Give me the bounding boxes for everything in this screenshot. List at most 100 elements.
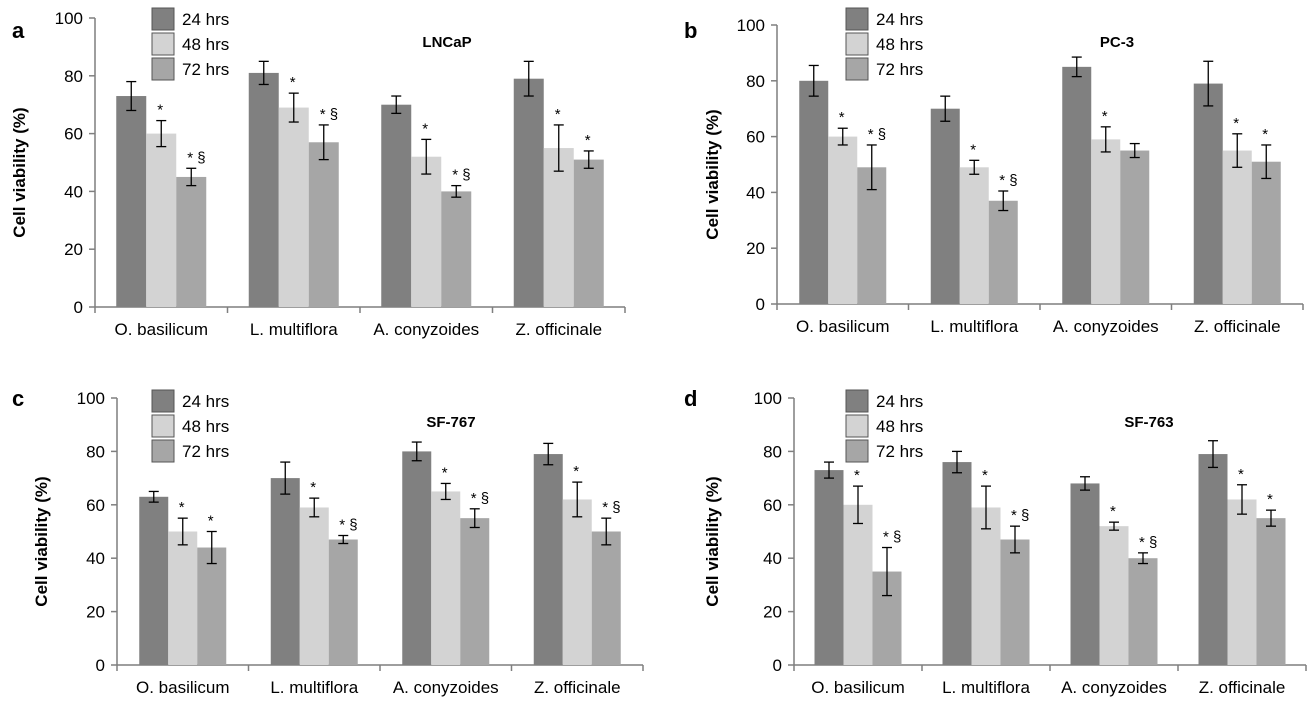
legend-swatch	[845, 7, 869, 31]
bar	[828, 136, 858, 304]
legend-label: 48 hrs	[876, 35, 923, 54]
panel-c: 0 20 40 60 80 100 Cell viability (%) c SF-767 * * O…	[12, 386, 644, 697]
legend-swatch	[151, 439, 175, 463]
bar	[1251, 161, 1281, 304]
x-tick-label: Z. officinale	[534, 678, 621, 697]
significance-label: *	[1238, 466, 1244, 483]
y-tick-label: 40	[64, 182, 83, 201]
chart-title: SF-763	[1124, 414, 1173, 431]
significance-label: *	[982, 467, 988, 484]
y-tick-label: 20	[86, 603, 105, 622]
y-tick-label: 80	[763, 442, 782, 461]
x-tick-label: A. conyzoides	[393, 678, 499, 697]
bar	[988, 200, 1018, 304]
significance-label: *	[555, 106, 561, 123]
legend-label: 72 hrs	[876, 60, 923, 79]
x-tick-label: O. basilicum	[114, 320, 208, 339]
y-tick-label: 40	[763, 549, 782, 568]
bar	[146, 133, 177, 307]
legend-swatch	[151, 414, 175, 438]
legend-label: 24 hrs	[876, 10, 923, 29]
bar	[299, 507, 329, 665]
bar	[843, 504, 873, 665]
bar	[799, 80, 829, 304]
x-tick-label: O. basilicum	[136, 678, 230, 697]
significance-label: *	[1233, 115, 1239, 132]
x-tick-label: O. basilicum	[811, 678, 905, 697]
bar	[959, 167, 989, 304]
x-tick-label: A. conyzoides	[1061, 678, 1167, 697]
bar	[278, 107, 309, 307]
bar	[328, 539, 358, 665]
panel-b: 0 20 40 60 80 100 Cell viability (%) b PC-3 * * § O…	[684, 7, 1304, 336]
y-tick-label: 0	[756, 295, 765, 314]
legend-label: 48 hrs	[182, 417, 229, 436]
legend-swatch	[845, 57, 869, 81]
significance-label: * §	[471, 490, 489, 507]
bar	[1120, 150, 1150, 304]
legend-label: 48 hrs	[876, 417, 923, 436]
bar	[402, 451, 432, 665]
significance-label: *	[1102, 108, 1108, 125]
y-tick-label: 80	[86, 442, 105, 461]
y-axis-label: Cell viability (%)	[703, 476, 722, 606]
x-tick-label: O. basilicum	[796, 317, 890, 336]
bar	[1099, 526, 1129, 665]
significance-label: *	[290, 74, 296, 91]
significance-label: * §	[452, 167, 470, 184]
bar	[971, 507, 1001, 665]
significance-label: *	[310, 479, 316, 496]
significance-label: *	[970, 141, 976, 158]
significance-label: *	[157, 102, 163, 119]
bar	[197, 547, 227, 665]
significance-label: * §	[339, 517, 357, 534]
y-tick-label: 0	[74, 298, 83, 317]
y-tick-label: 40	[746, 183, 765, 202]
bar	[1222, 150, 1252, 304]
legend-swatch	[845, 414, 869, 438]
legend-swatch	[151, 7, 175, 31]
panel-a: 0 20 40 60 80 100 Cell viability (%) a LNCaP * * §…	[10, 7, 626, 339]
y-tick-label: 100	[754, 389, 782, 408]
bar	[1062, 66, 1092, 304]
legend-swatch	[845, 389, 869, 413]
bar	[1193, 83, 1223, 304]
y-tick-label: 100	[737, 16, 765, 35]
legend-label: 72 hrs	[182, 60, 229, 79]
bar	[441, 191, 472, 307]
bar	[116, 96, 147, 307]
bar	[930, 108, 960, 304]
panel-d: 0 20 40 60 80 100 Cell viability (%) d SF-763 * * …	[684, 386, 1307, 697]
x-tick-label: Z. officinale	[1194, 317, 1281, 336]
x-tick-label: L. multiflora	[270, 678, 358, 697]
y-tick-label: 20	[763, 603, 782, 622]
y-tick-label: 20	[746, 239, 765, 258]
legend-label: 48 hrs	[182, 35, 229, 54]
y-tick-label: 80	[64, 67, 83, 86]
bar	[176, 176, 207, 307]
bar	[573, 159, 604, 307]
y-tick-label: 20	[64, 240, 83, 259]
bar	[460, 518, 490, 665]
legend-label: 72 hrs	[876, 442, 923, 461]
legend-label: 24 hrs	[182, 10, 229, 29]
bar	[270, 478, 300, 665]
chart-title: LNCaP	[422, 34, 471, 51]
significance-label: *	[422, 120, 428, 137]
y-tick-label: 100	[55, 9, 83, 28]
significance-label: * §	[320, 106, 338, 123]
bar	[591, 531, 621, 665]
bar	[814, 470, 844, 665]
bar	[381, 104, 412, 307]
legend-swatch	[151, 389, 175, 413]
bar	[308, 142, 339, 307]
significance-label: *	[1267, 491, 1273, 508]
significance-label: * §	[868, 126, 886, 143]
bar	[1198, 454, 1228, 665]
bar	[513, 78, 544, 307]
significance-label: *	[1262, 126, 1268, 143]
bar	[1227, 499, 1257, 665]
bar	[168, 531, 198, 665]
significance-label: *	[1110, 503, 1116, 520]
